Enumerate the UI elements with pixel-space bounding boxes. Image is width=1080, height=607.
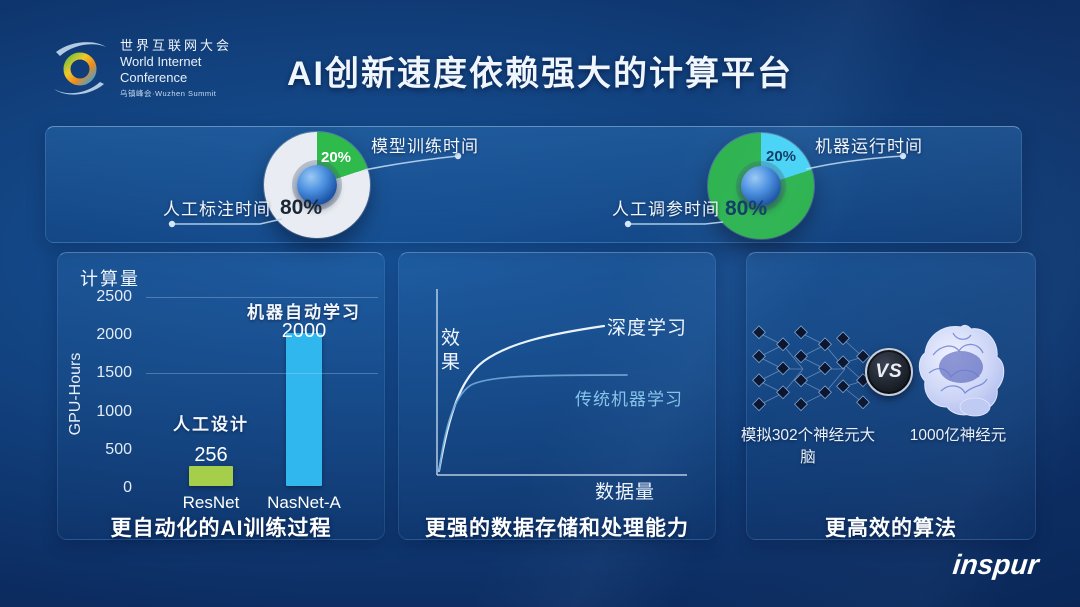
bar-nasnet bbox=[286, 333, 322, 486]
training-time-pie bbox=[264, 132, 370, 238]
x-label-resnet: ResNet bbox=[182, 493, 240, 512]
traditional-ml-curve bbox=[438, 374, 628, 472]
gridline bbox=[146, 297, 378, 298]
caption-data: 更强的数据存储和处理能力 bbox=[425, 517, 689, 540]
bar-chart-title: 计算量 bbox=[80, 269, 140, 289]
globe-icon bbox=[297, 165, 337, 205]
pie-a-minor-pct: 20% bbox=[320, 149, 352, 166]
tuning-time-pie bbox=[708, 133, 814, 239]
logo-cn: 世界互联网大会 bbox=[120, 37, 233, 53]
pie-a-minor-label: 模型训练时间 bbox=[371, 137, 479, 156]
nn-brain-label: 模拟302个神经元大脑 bbox=[740, 427, 876, 466]
pie-a-major-label: 人工标注时间 bbox=[163, 200, 271, 219]
bar-annotation-auto: 机器自动学习 bbox=[247, 303, 361, 322]
bar-resnet bbox=[189, 466, 233, 486]
algorithm-panel: VS 模拟302个神经元大脑 1000亿神经元 更高效的算法 bbox=[741, 252, 1036, 540]
logo-en1: World Internet bbox=[120, 54, 202, 70]
y-axis-title: 效 果 bbox=[441, 328, 462, 373]
line-chart-panel: 效 果 深度学习 传统机器学习 数据量 更强的数据存储和处理能力 bbox=[398, 252, 716, 540]
deep-learning-curve bbox=[437, 324, 606, 473]
conference-ring-icon bbox=[54, 42, 106, 95]
y-tick-label: 2000 bbox=[96, 326, 132, 344]
series-label-traditional-ml: 传统机器学习 bbox=[575, 390, 683, 409]
bar-value-resnet: 256 bbox=[194, 444, 228, 466]
human-brain-label: 1000亿神经元 bbox=[909, 427, 1007, 444]
page-title: AI创新速度依赖强大的计算平台 bbox=[287, 55, 793, 93]
pie-b-major-label: 人工调参时间 bbox=[612, 200, 720, 219]
x-label-nasnet: NasNet-A bbox=[267, 493, 341, 512]
x-axis-title: 数据量 bbox=[595, 482, 656, 503]
caption-training: 更自动化的AI训练过程 bbox=[110, 517, 332, 540]
y-tick-label: 2500 bbox=[96, 288, 132, 305]
vs-label: VS bbox=[875, 361, 903, 382]
pie-b-minor-pct: 20% bbox=[765, 148, 797, 165]
bar-chart: 计算量 GPU-Hours 人工设计 机器自动学习 256 2000 ResNe… bbox=[58, 253, 384, 539]
inspur-logo: inspur bbox=[951, 549, 1041, 580]
bar-annotation-manual: 人工设计 bbox=[173, 415, 249, 434]
y-tick-label: 500 bbox=[105, 440, 132, 458]
y-tick-label: 1000 bbox=[96, 402, 132, 420]
globe-icon bbox=[741, 166, 781, 206]
line-chart bbox=[436, 289, 687, 476]
neural-network-icon bbox=[752, 325, 870, 412]
y-tick-label: 1500 bbox=[96, 364, 132, 382]
vs-badge: VS bbox=[865, 348, 913, 396]
brain-icon bbox=[918, 324, 1005, 417]
bar-value-nasnet: 2000 bbox=[281, 320, 327, 342]
logo-subtitle: 乌镇峰会·Wuzhen Summit bbox=[120, 88, 217, 98]
pie-b-major-pct: 80% bbox=[724, 197, 768, 220]
caption-algorithm: 更高效的算法 bbox=[825, 517, 957, 540]
y-tick-label: 0 bbox=[123, 479, 132, 496]
gridline bbox=[146, 373, 378, 375]
pie-b-minor-label: 机器运行时间 bbox=[815, 137, 923, 156]
bar-chart-panel: 计算量 GPU-Hours 人工设计 机器自动学习 256 2000 ResNe… bbox=[57, 252, 385, 540]
logo-en2: Conference bbox=[120, 70, 188, 86]
series-label-deep-learning: 深度学习 bbox=[607, 318, 688, 339]
pie-a-major-pct: 80% bbox=[279, 196, 323, 219]
conference-logo: 世界互联网大会 World Internet Conference 乌镇峰会·W… bbox=[50, 36, 232, 100]
